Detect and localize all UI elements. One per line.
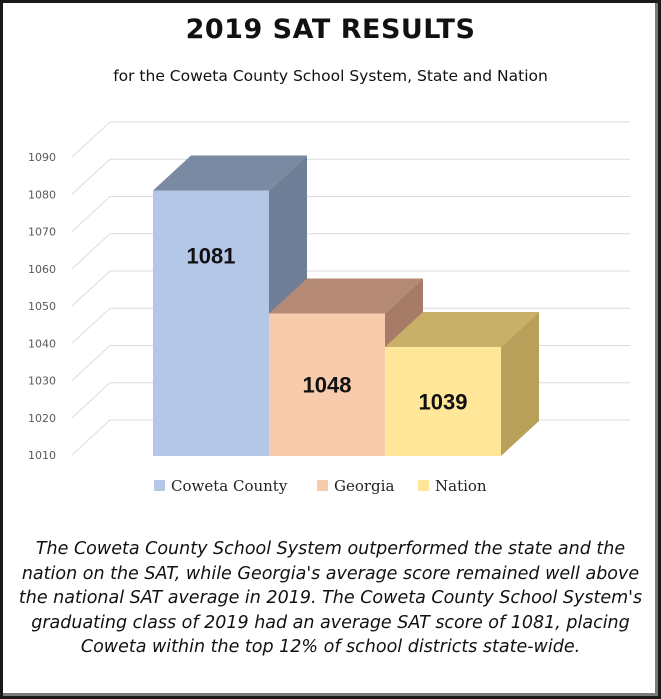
bar-top — [385, 311, 539, 347]
data-labels: 1081 1048 1039 — [187, 243, 468, 414]
legend-swatch — [317, 480, 328, 491]
gridline — [71, 270, 630, 307]
gridline — [71, 196, 630, 232]
legend-label: Nation — [435, 477, 487, 495]
legend-label: Coweta County — [171, 477, 288, 495]
legend-item: Nation — [418, 477, 487, 495]
y-tick-label: 1060 — [28, 263, 56, 276]
chart-subtitle: for the Coweta County School System, Sta… — [113, 67, 548, 85]
y-axis-tick-labels: 1010 1020 1030 1040 1050 1060 1070 1080 1090 — [28, 151, 56, 462]
chart-caption: The Coweta County School System outperfo… — [18, 539, 643, 657]
gridline — [71, 307, 630, 344]
legend-label: Georgia — [334, 477, 394, 495]
bar-chart-3d: 1010 1020 1030 1040 1050 1060 1070 1080 1090 108… — [28, 121, 630, 495]
legend-swatch — [418, 480, 429, 491]
data-label: 1081 — [187, 243, 236, 268]
bar — [385, 311, 539, 456]
bars — [153, 155, 539, 456]
gridline — [71, 158, 630, 195]
bar-top — [153, 155, 307, 191]
bar-front — [153, 190, 269, 456]
y-tick-label: 1070 — [28, 226, 56, 239]
legend-swatch — [154, 480, 165, 491]
bar-front — [269, 313, 385, 456]
data-label: 1039 — [419, 389, 468, 414]
legend-item: Georgia — [317, 477, 394, 495]
legend: Coweta County Georgia Nation — [154, 477, 487, 495]
legend-item: Coweta County — [154, 477, 288, 495]
bar-top — [269, 278, 423, 314]
gridline — [71, 121, 630, 158]
y-tick-label: 1020 — [28, 412, 56, 425]
y-tick-label: 1080 — [28, 188, 56, 201]
gridline — [71, 233, 630, 270]
y-tick-label: 1030 — [28, 375, 56, 388]
chart-title: 2019 SAT RESULTS — [185, 14, 476, 45]
bar-front — [385, 346, 501, 456]
bar-side — [501, 311, 539, 456]
y-tick-label: 1010 — [28, 449, 56, 462]
y-tick-label: 1090 — [28, 151, 56, 164]
y-tick-label: 1040 — [28, 337, 56, 350]
data-label: 1048 — [303, 373, 352, 398]
y-tick-label: 1050 — [28, 300, 56, 313]
